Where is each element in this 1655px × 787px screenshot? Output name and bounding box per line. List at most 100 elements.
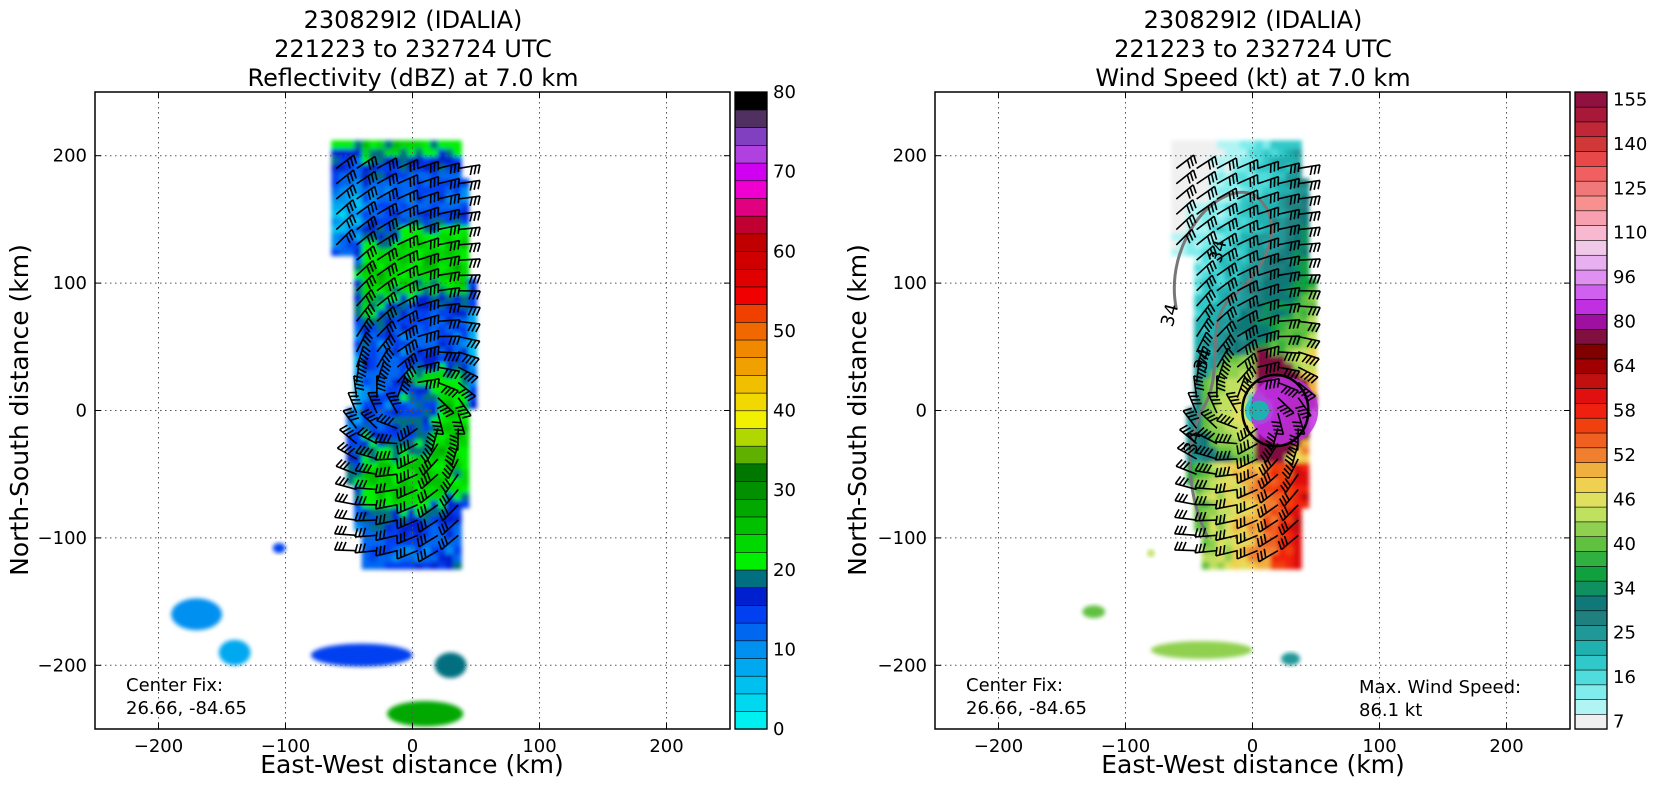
windspeed-field-cell [1201, 453, 1211, 463]
windspeed-field-cell [1277, 476, 1287, 486]
reflectivity-wind-barb-flag [443, 506, 450, 516]
windspeed-wind-barb-shaft [1174, 549, 1197, 552]
reflectivity-field-cell [376, 492, 386, 501]
windspeed-wind-barb-flag [1316, 242, 1321, 252]
windspeed-field-cell [1285, 270, 1295, 280]
reflectivity-field-cell [338, 239, 348, 249]
windspeed-field-cell [1216, 170, 1226, 180]
reflectivity-wind-barb-flag [476, 290, 481, 300]
reflectivity-wind-barb-flag [360, 353, 369, 360]
reflectivity-wind-barb-flag [422, 451, 429, 460]
reflectivity-field-cell [407, 446, 417, 455]
reflectivity-field-cell [437, 453, 447, 463]
reflectivity-field-cell [392, 316, 401, 325]
reflectivity-wind-barb-shaft [375, 519, 398, 526]
windspeed-wind-barb-flag [1309, 165, 1313, 176]
reflectivity-field-cell [376, 239, 386, 249]
windspeed-wind-barb-flag [1207, 432, 1216, 440]
reflectivity-field-cell [415, 323, 424, 333]
reflectivity-wind-barb-flag [461, 390, 470, 397]
windspeed-wind-barb-flag [1227, 267, 1232, 277]
reflectivity-wind-barb-flag [469, 165, 473, 176]
windspeed-wind-barb-flag [1222, 450, 1227, 460]
windspeed-wind-barb-flag [1194, 379, 1204, 383]
windspeed-wind-barb-flag [1228, 222, 1232, 232]
windspeed-wind-barb-flag [1178, 493, 1185, 502]
reflectivity-colorbar-frame [734, 91, 768, 730]
windspeed-colorbar-bin [1574, 165, 1608, 182]
reflectivity-field-cell [460, 430, 470, 440]
windspeed-wind-barb-flag [1232, 159, 1235, 169]
reflectivity-field-cell [453, 522, 462, 532]
reflectivity-wind-barb-flag [362, 527, 367, 537]
reflectivity-field-cell [422, 438, 432, 448]
windspeed-wind-barb-shaft [1196, 155, 1216, 170]
reflectivity-field-cell [399, 362, 409, 371]
reflectivity-field-cell [369, 331, 378, 341]
windspeed-wind-barb-flag [1198, 479, 1204, 489]
windspeed-xtick-label: 100 [1362, 736, 1396, 757]
windspeed-field-cell [1239, 323, 1249, 333]
windspeed-field-cell [1194, 377, 1203, 387]
windspeed-field-cell [1300, 377, 1310, 387]
reflectivity-wind-barb-flag [467, 306, 473, 316]
reflectivity-wind-barb-shaft [355, 331, 368, 353]
reflectivity-wind-barb-flag [341, 525, 348, 535]
reflectivity-field-cell [354, 148, 363, 157]
windspeed-wind-barb-shaft [1237, 488, 1258, 500]
windspeed-field-cell [1293, 308, 1302, 318]
windspeed-wind-barb-flag [1279, 406, 1289, 413]
reflectivity-field-cell [422, 415, 432, 425]
windspeed-wind-barb-flag [1227, 282, 1232, 292]
reflectivity-wind-barb-flag [440, 538, 446, 548]
reflectivity-field-cell [437, 484, 447, 494]
windspeed-field-cell [1224, 270, 1234, 280]
windspeed-field-cell [1209, 300, 1218, 310]
windspeed-wind-barb-shaft [1215, 519, 1238, 526]
windspeed-wind-barb-flag [1263, 518, 1267, 528]
reflectivity-field-cell [354, 514, 363, 524]
windspeed-field-cell [1239, 430, 1249, 440]
windspeed-field-cell [1194, 346, 1203, 356]
reflectivity-wind-barb-flag [345, 234, 351, 244]
windspeed-field-cell [1285, 530, 1295, 539]
windspeed-wind-barb-flag [1221, 357, 1229, 366]
windspeed-wind-barb-flag [1206, 250, 1212, 260]
reflectivity-field-cell [430, 216, 439, 226]
reflectivity-field-cell [369, 507, 378, 516]
windspeed-wind-barb-flag [1252, 267, 1256, 277]
windspeed-wind-barb-shaft [1216, 262, 1236, 277]
reflectivity-field-cell [415, 492, 424, 501]
windspeed-wind-barb-flag [1210, 203, 1215, 213]
reflectivity-field-cell [376, 270, 386, 280]
windspeed-wind-barb-flag [1316, 274, 1321, 284]
reflectivity-field-cell [453, 385, 462, 394]
reflectivity-field-cell [445, 209, 455, 218]
reflectivity-field-cell [361, 285, 371, 295]
windspeed-colorbar-tick-label: 40 [1613, 534, 1636, 555]
reflectivity-field-cell [384, 446, 394, 455]
reflectivity-field-cell [430, 385, 439, 394]
windspeed-field-cell [1308, 300, 1317, 310]
reflectivity-field-cell [422, 499, 432, 509]
windspeed-field-cell [1232, 331, 1241, 341]
reflectivity-wind-barb-flag [378, 467, 383, 477]
windspeed-wind-barb-flag [1194, 495, 1199, 505]
reflectivity-wind-barb-flag [389, 334, 396, 343]
reflectivity-field-cell [415, 247, 424, 257]
reflectivity-wind-barb-shaft [376, 361, 385, 383]
reflectivity-field-cell [468, 316, 477, 325]
reflectivity-wind-barb-flag [358, 543, 363, 553]
reflectivity-wind-barb-flag [474, 340, 481, 350]
windspeed-wind-barb-flag [1269, 332, 1272, 342]
reflectivity-field-cell [445, 415, 455, 425]
reflectivity-wind-barb-flag [358, 495, 363, 505]
windspeed-wind-barb-flag [1216, 386, 1226, 392]
windspeed-field-cell [1232, 484, 1241, 494]
reflectivity-field-cell [430, 247, 439, 257]
windspeed-field-cell [1255, 148, 1264, 157]
reflectivity-field-cell [460, 400, 470, 409]
reflectivity-field-cell [346, 148, 356, 157]
reflectivity-wind-barb-shaft [397, 488, 418, 500]
windspeed-wind-barb-flag [1228, 176, 1232, 186]
